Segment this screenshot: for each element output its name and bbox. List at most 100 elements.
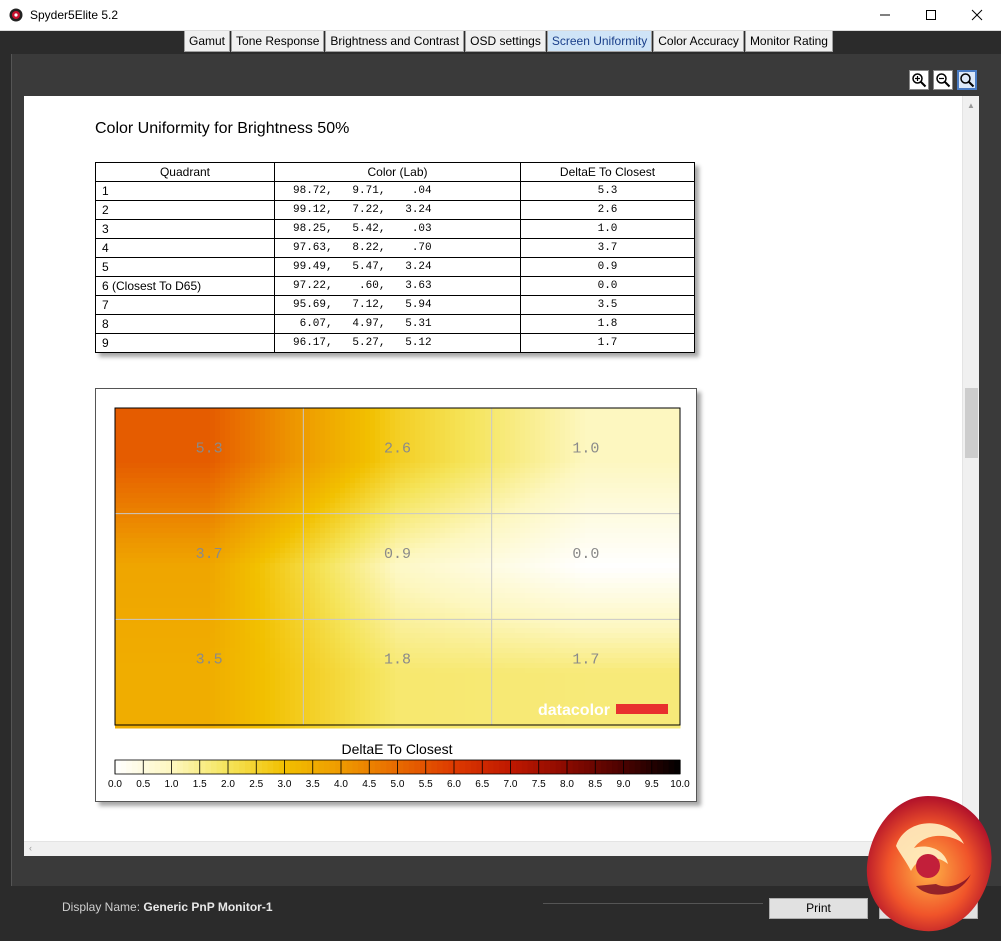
tab-gamut[interactable]: Gamut (184, 31, 231, 52)
heatmap-pixel (285, 548, 291, 554)
heatmap-pixel (605, 553, 611, 559)
heatmap-pixel (280, 558, 286, 564)
heatmap-pixel (635, 558, 641, 564)
heatmap-pixel (375, 623, 381, 629)
heatmap-pixel (555, 443, 561, 449)
heatmap-pixel (370, 413, 376, 419)
heatmap-pixel (595, 618, 601, 624)
heatmap-pixel (115, 508, 121, 514)
heatmap-pixel (495, 608, 501, 614)
heatmap-pixel (400, 433, 406, 439)
maximize-button[interactable] (908, 0, 954, 30)
heatmap-pixel (135, 533, 141, 539)
heatmap-pixel (210, 473, 216, 479)
heatmap-pixel (640, 528, 646, 534)
heatmap-pixel (615, 518, 621, 524)
heatmap-pixel (625, 488, 631, 494)
heatmap-pixel (380, 543, 386, 549)
heatmap-pixel (345, 558, 351, 564)
heatmap-pixel (315, 548, 321, 554)
heatmap-pixel (360, 598, 366, 604)
close-button[interactable] (954, 0, 1000, 30)
heatmap-pixel (580, 433, 586, 439)
heatmap-pixel (470, 583, 476, 589)
heatmap-pixel (210, 463, 216, 469)
heatmap-pixel (585, 578, 591, 584)
heatmap-pixel (130, 613, 136, 619)
heatmap-pixel (540, 543, 546, 549)
heatmap-pixel (240, 613, 246, 619)
heatmap-pixel (425, 593, 431, 599)
tab-brightness-contrast[interactable]: Brightness and Contrast (325, 31, 465, 52)
heatmap-pixel (535, 493, 541, 499)
heatmap-pixel (525, 528, 531, 534)
zoom-out-button[interactable] (933, 70, 953, 90)
heatmap-pixel (390, 613, 396, 619)
heatmap-pixel (135, 428, 141, 434)
heatmap-pixel (525, 533, 531, 539)
heatmap-pixel (460, 483, 466, 489)
heatmap-pixel (655, 583, 661, 589)
heatmap-pixel (165, 413, 171, 419)
heatmap-pixel (305, 528, 311, 534)
heatmap-pixel (610, 498, 616, 504)
heatmap-pixel (530, 618, 536, 624)
heatmap-pixel (420, 498, 426, 504)
heatmap-pixel (345, 443, 351, 449)
heatmap-pixel (215, 408, 221, 414)
heatmap-pixel (135, 568, 141, 574)
heatmap-pixel (500, 578, 506, 584)
heatmap-pixel (505, 478, 511, 484)
heatmap-pixel (445, 543, 451, 549)
heatmap-pixel (340, 563, 346, 569)
heatmap-pixel (205, 463, 211, 469)
tab-osd-settings[interactable]: OSD settings (465, 31, 546, 52)
heatmap-pixel (185, 558, 191, 564)
heatmap-pixel (600, 463, 606, 469)
heatmap-pixel (485, 518, 491, 524)
heatmap-pixel (595, 428, 601, 434)
heatmap-pixel (545, 543, 551, 549)
tab-tone-response[interactable]: Tone Response (231, 31, 325, 52)
heatmap-pixel (205, 478, 211, 484)
heatmap-pixel (135, 588, 141, 594)
heatmap-pixel (230, 618, 236, 624)
heatmap-pixel (190, 543, 196, 549)
heatmap-pixel (580, 453, 586, 459)
heatmap-pixel (495, 463, 501, 469)
report-page[interactable]: Color Uniformity for Brightness 50% Quad… (24, 96, 979, 856)
heatmap-pixel (270, 428, 276, 434)
heatmap-pixel (550, 413, 556, 419)
minimize-button[interactable] (862, 0, 908, 30)
tab-monitor-rating[interactable]: Monitor Rating (744, 31, 833, 52)
heatmap-pixel (330, 413, 336, 419)
heatmap-pixel (330, 408, 336, 414)
tab-color-accuracy[interactable]: Color Accuracy (653, 31, 744, 52)
heatmap-pixel (655, 608, 661, 614)
heatmap-pixel (555, 558, 561, 564)
zoom-in-button[interactable] (909, 70, 929, 90)
heatmap-pixel (220, 488, 226, 494)
heatmap-pixel (345, 553, 351, 559)
heatmap-pixel (590, 503, 596, 509)
heatmap-pixel (190, 463, 196, 469)
tab-screen-uniformity[interactable]: Screen Uniformity (546, 31, 653, 52)
heatmap-pixel (265, 488, 271, 494)
heatmap-pixel (135, 448, 141, 454)
heatmap-pixel (275, 623, 281, 629)
heatmap-pixel (480, 498, 486, 504)
heatmap-pixel (115, 543, 121, 549)
heatmap-pixel (590, 573, 596, 579)
heatmap-pixel (150, 413, 156, 419)
heatmap-pixel (400, 623, 406, 629)
heatmap-pixel (480, 568, 486, 574)
heatmap-pixel (230, 438, 236, 444)
heatmap-pixel (540, 598, 546, 604)
heatmap-pixel (495, 513, 501, 519)
heatmap-pixel (675, 583, 681, 589)
heatmap-pixel (615, 553, 621, 559)
heatmap-pixel (335, 563, 341, 569)
heatmap-pixel (260, 553, 266, 559)
zoom-fit-button[interactable] (957, 70, 977, 90)
heatmap-pixel (420, 423, 426, 429)
